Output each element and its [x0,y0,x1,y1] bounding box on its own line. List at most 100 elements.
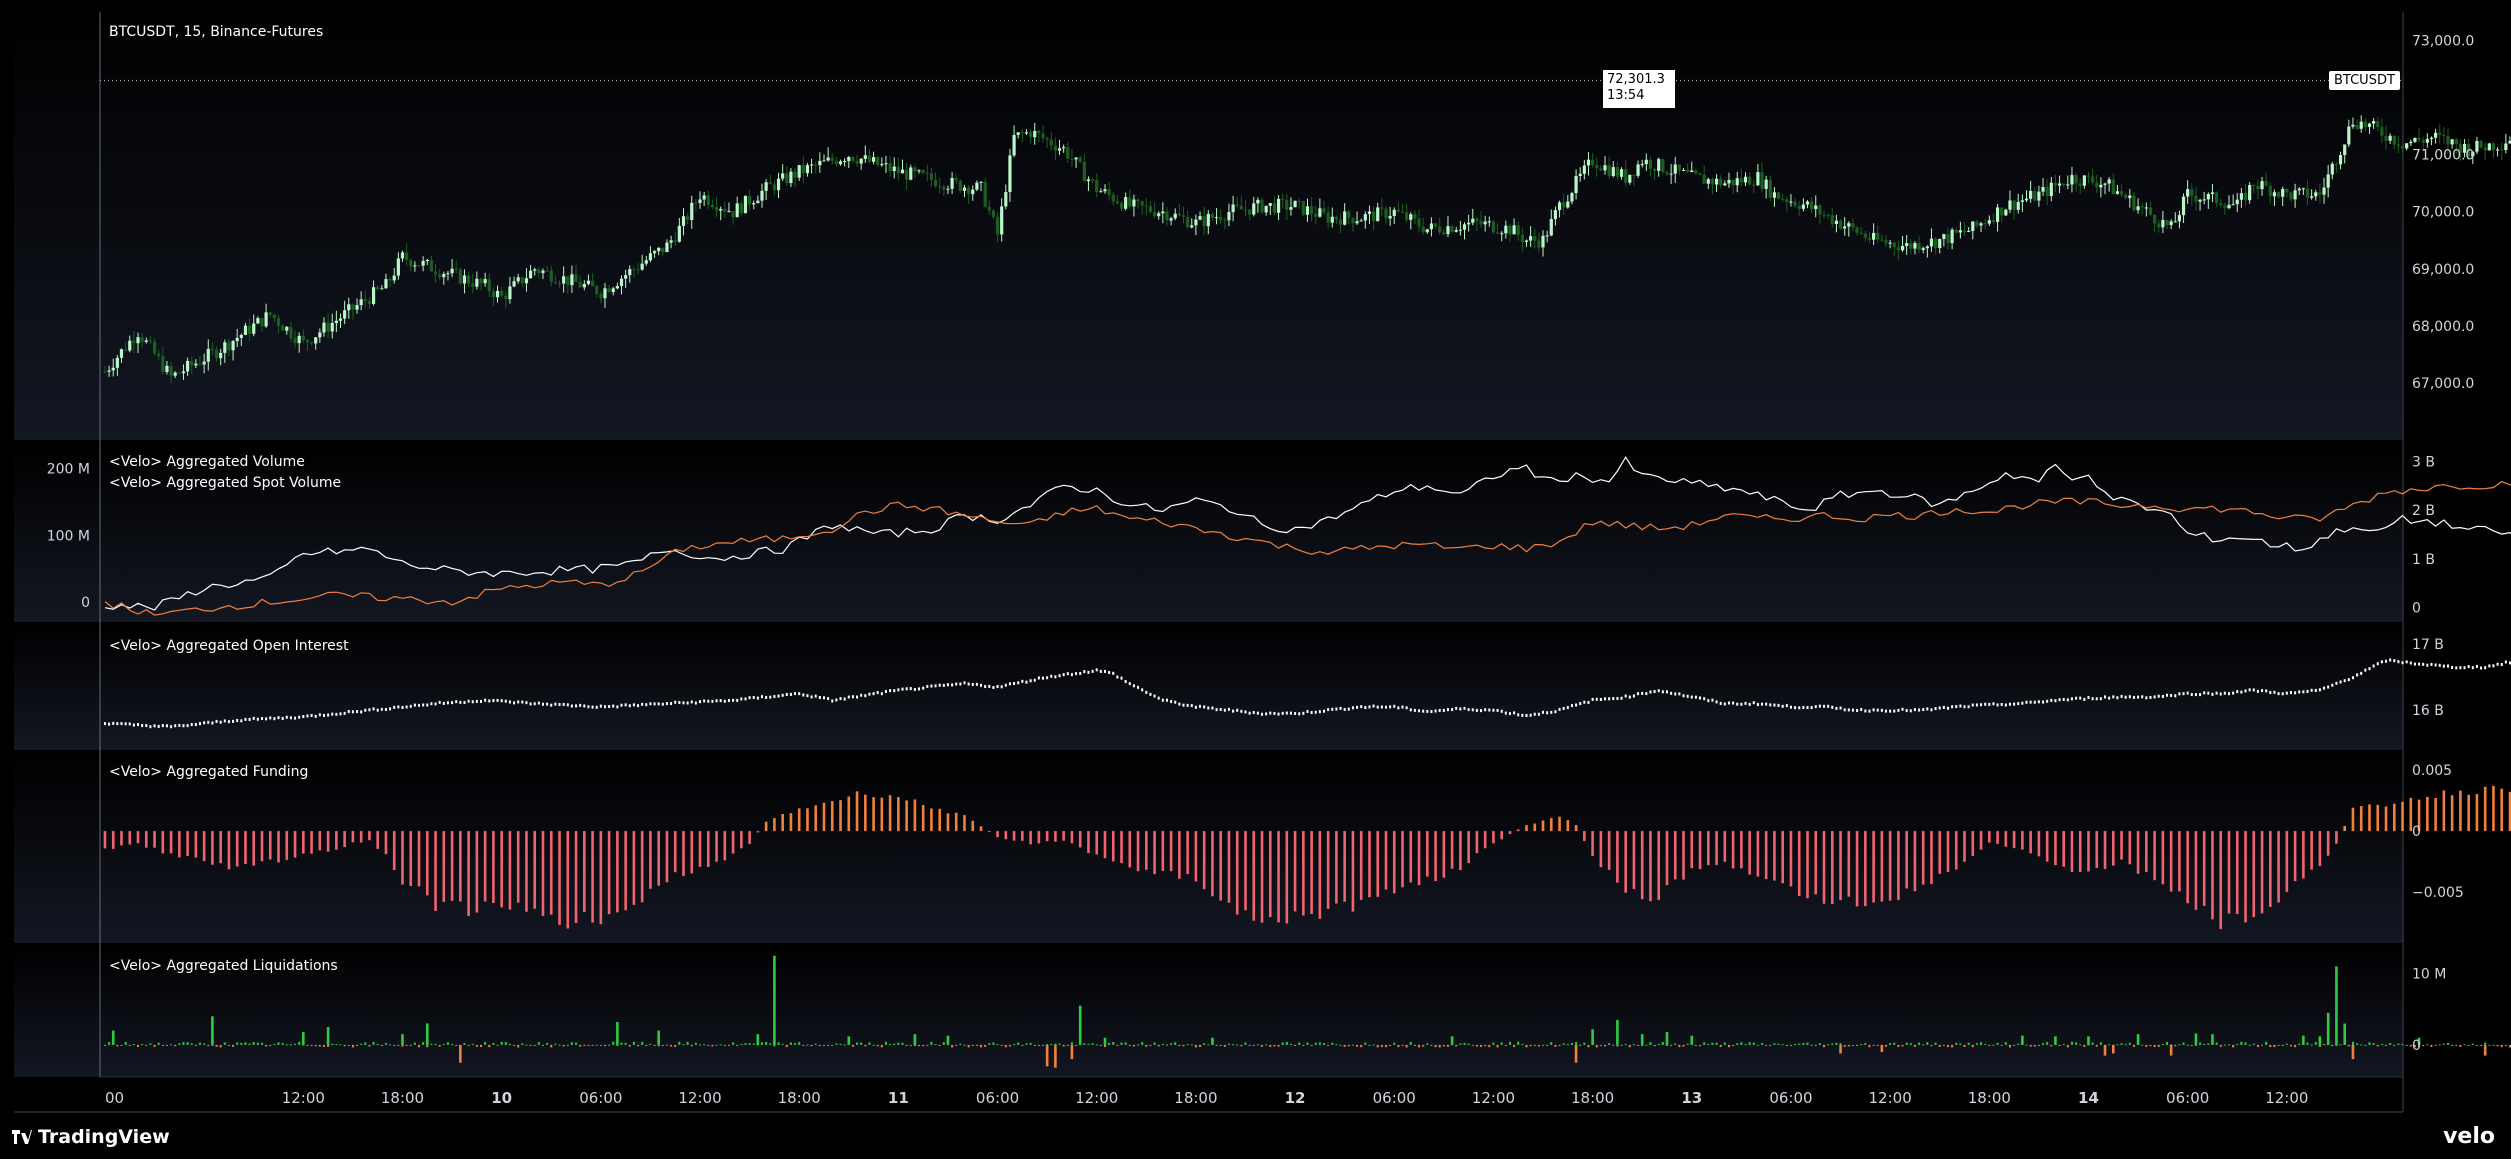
oi-point [2042,700,2045,704]
time-axis-tick: 18:00 [1571,1089,1614,1107]
liquidation-bar [620,1042,623,1045]
candlestick-series[interactable] [100,50,2511,384]
oi-point [2004,703,2007,707]
candle-body [458,269,462,284]
open-interest-series[interactable] [103,636,2511,729]
candle-body [954,177,958,181]
candle-body [933,179,938,187]
liquidation-bar [252,1042,255,1045]
oi-point [1112,671,1115,675]
candle-body [1562,202,1566,208]
liquidation-bar [955,1044,958,1046]
candle-body [198,363,202,365]
liquidation-bar [1682,1044,1685,1047]
oi-point [781,693,784,697]
liquidation-bar [575,1042,578,1045]
candle-body [586,280,591,284]
oi-point [2265,689,2268,693]
oi-point [1711,698,1714,702]
tradingview-logo[interactable]: TradingView [12,1126,170,1148]
liquidation-bar [219,1044,222,1048]
oi-point [128,722,131,726]
candle-body [1698,173,1702,175]
funding-bar [1359,831,1363,900]
candle-body [1888,242,1892,244]
candle-body [1669,173,1673,175]
oi-point [2211,692,2214,696]
liquidation-bar [1219,1044,1222,1046]
liquidation-bar [1864,1043,1867,1045]
oi-point [2285,691,2288,695]
liquidation-bar [165,1044,168,1046]
liquidations-series[interactable] [103,955,2511,1068]
candle-body [2268,185,2272,197]
candle-body [781,173,785,179]
oi-point [616,705,619,709]
oi-point [2426,663,2429,667]
funding-series[interactable] [103,777,2511,930]
oi-point [1413,708,1416,712]
candle-body [1954,229,1958,233]
oi-point [2467,665,2470,669]
oi-point [2269,691,2272,695]
funding-bar [1649,831,1652,902]
liquidation-bar [1785,1044,1788,1047]
liquidation-bar [765,1041,768,1045]
candle-body [2020,200,2024,203]
liquidation-bar [484,1042,487,1045]
candle-body [1785,199,1789,203]
oi-point [141,724,144,728]
candle-body [429,260,434,272]
liquidation-bar [1438,1044,1441,1048]
liquidation-bar [1120,1042,1123,1045]
candle-body [1628,174,1632,183]
candle-body [483,279,487,284]
oi-point [1620,696,1623,700]
oi-point [1351,706,1354,710]
oi-point [174,724,177,728]
oi-point [876,691,879,695]
liquidation-bar [595,1044,598,1046]
liquidation-bar [1455,1044,1458,1047]
oi-point [1913,708,1916,712]
candle-body [1095,180,1099,193]
funding-bar [1814,831,1818,895]
oi-point [397,705,400,709]
oi-point [599,704,602,708]
candle-body [1371,211,1376,222]
candle-body [818,160,822,166]
oi-point [260,717,263,721]
volume-series[interactable] [104,452,2511,616]
candle-body [2330,163,2334,175]
oi-point [2079,696,2082,700]
liquidation-bar [2256,1044,2259,1047]
candle-body [582,283,586,288]
liquidation-bar [2124,1044,2127,1046]
oi-point [2116,696,2119,700]
candle-body [1297,200,1301,202]
funding-bar [1715,831,1718,866]
candle-body [962,187,967,191]
funding-bar [1707,831,1710,866]
oi-point [1153,694,1156,698]
liquidation-bar [2455,1044,2458,1046]
liquidation-bar [405,1044,408,1046]
candle-body [1995,207,2000,222]
oi-point [508,700,511,704]
liquidation-bar [2508,1044,2511,1048]
candle-body [595,286,599,294]
candle-body [119,349,124,358]
funding-bar [417,831,421,887]
liquidation-bar [1971,1044,1974,1048]
candle-body [1702,174,1706,184]
liquidation-bar [434,1043,437,1045]
liquidation-bar [302,1044,305,1046]
liquidation-spike [2483,1044,2487,1056]
oi-point [480,699,483,703]
candle-body [1190,225,1194,228]
liquidation-spike [1665,1032,1669,1045]
liquidation-bar [199,1042,202,1045]
oi-point [1343,707,1346,711]
